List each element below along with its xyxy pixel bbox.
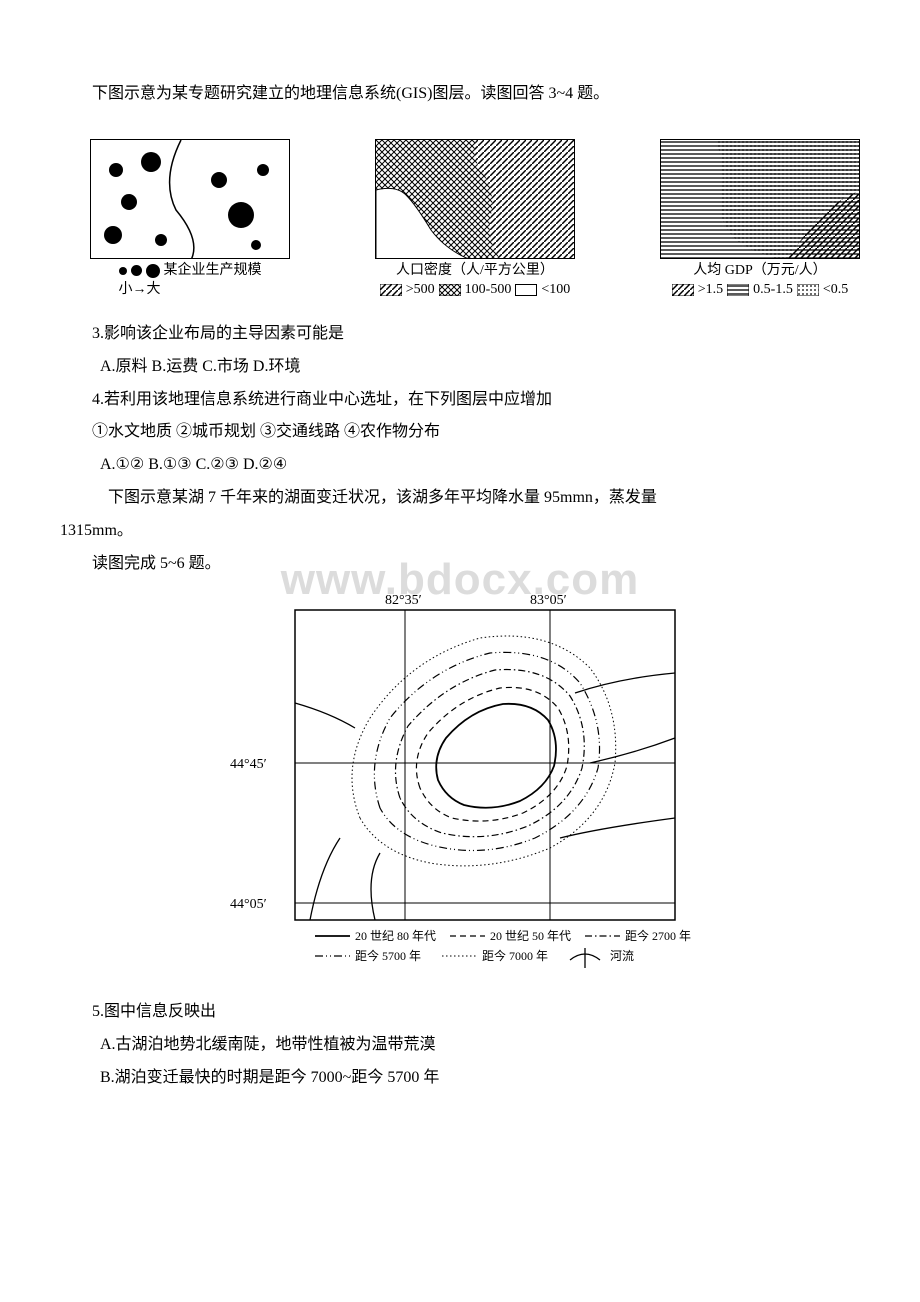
- q5: 5.图中信息反映出: [60, 998, 860, 1027]
- svg-text:距今 5700 年: 距今 5700 年: [355, 948, 421, 963]
- q3: 3.影响该企业布局的主导因素可能是: [60, 320, 860, 349]
- intro-lake-c: 读图完成 5~6 题。: [60, 550, 860, 579]
- lake-map: 82°35′ 83°05′ 44°45′ 44°05′ 20 世纪 80 年代 …: [220, 588, 700, 978]
- enterprise-map: [90, 139, 290, 259]
- lat2: 44°05′: [230, 897, 267, 912]
- svg-text:距今 2700 年: 距今 2700 年: [625, 928, 691, 943]
- q4: 4.若利用该地理信息系统进行商业中心选址，在下列图层中应增加: [60, 386, 860, 415]
- enterprise-legend-text: 某企业生产规模: [164, 261, 262, 281]
- enterprise-legend: 某企业生产规模: [119, 261, 262, 281]
- lon2: 83°05′: [530, 593, 567, 608]
- gdp-l3: <0.5: [823, 280, 848, 300]
- q4-options: A.①② B.①③ C.②③ D.②④: [60, 451, 860, 480]
- intro-lake-a: 下图示意某湖 7 千年来的湖面变迁状况，该湖多年平均降水量 95mmn，蒸发量: [60, 484, 860, 513]
- svg-text:20 世纪 50 年代: 20 世纪 50 年代: [490, 929, 571, 943]
- q5-opt-a: A.古湖泊地势北缓南陡，地带性植被为温带荒漠: [60, 1031, 860, 1060]
- svg-text:距今 7000 年: 距今 7000 年: [482, 948, 548, 963]
- svg-text:河流: 河流: [610, 949, 634, 963]
- gdp-l1: >1.5: [698, 280, 723, 300]
- gis-panel-enterprise: 某企业生产规模 小→大: [90, 139, 290, 300]
- enterprise-scale-text: 小→大: [119, 280, 262, 300]
- lon1: 82°35′: [385, 593, 422, 608]
- density-map: [375, 139, 575, 259]
- map-legend: 20 世纪 80 年代 20 世纪 50 年代 距今 2700 年 距今 570…: [315, 928, 691, 968]
- gdp-l2: 0.5-1.5: [753, 280, 793, 300]
- q3-options: A.原料 B.运费 C.市场 D.环境: [60, 353, 860, 382]
- lat1: 44°45′: [230, 757, 267, 772]
- density-l1: >500: [406, 280, 435, 300]
- gdp-title: 人均 GDP（万元/人）: [672, 261, 848, 281]
- q4-sub: ①水文地质 ②城币规划 ③交通线路 ④农作物分布: [60, 418, 860, 447]
- density-l2: 100-500: [465, 280, 512, 300]
- gis-panel-density: 人口密度（人/平方公里） >500 100-500 <100: [375, 139, 575, 300]
- intro-lake-b: 1315mm。: [60, 517, 860, 546]
- lake-map-wrap: 82°35′ 83°05′ 44°45′ 44°05′ 20 世纪 80 年代 …: [60, 588, 860, 978]
- gis-figure-row: 某企业生产规模 小→大 人口密度（人/平方公里） >5: [90, 139, 860, 300]
- q5-opt-b: B.湖泊变迁最快的时期是距今 7000~距今 5700 年: [60, 1064, 860, 1093]
- intro-gis: 下图示意为某专题研究建立的地理信息系统(GIS)图层。读图回答 3~4 题。: [60, 80, 860, 109]
- svg-text:20 世纪 80 年代: 20 世纪 80 年代: [355, 929, 436, 943]
- gdp-map: [660, 139, 860, 259]
- density-l3: <100: [541, 280, 570, 300]
- gis-panel-gdp: 人均 GDP（万元/人） >1.5 0.5-1.5 <0.5: [660, 139, 860, 300]
- density-title: 人口密度（人/平方公里）: [380, 261, 570, 281]
